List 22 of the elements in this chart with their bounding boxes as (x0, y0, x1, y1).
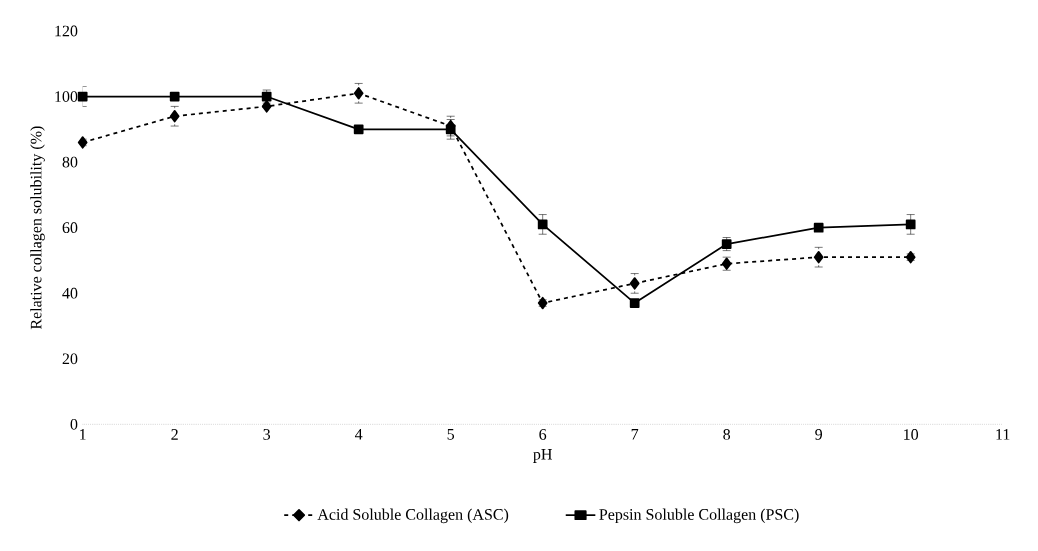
y-tick-label: 20 (62, 353, 78, 365)
legend-label: Pepsin Soluble Collagen (PSC) (599, 508, 799, 524)
x-tick-label: 1 (80, 429, 86, 440)
x-tick-label: 8 (723, 429, 731, 440)
x-tick-label: 3 (263, 429, 271, 440)
x-tick-label: 2 (171, 429, 178, 440)
x-tick-label: 9 (815, 429, 823, 440)
x-tick-label: 7 (631, 429, 639, 440)
x-tick-label: 5 (447, 429, 455, 440)
x-tick-label: 11 (996, 429, 1010, 440)
y-tick-label: 120 (55, 25, 78, 37)
y-tick-label: 100 (55, 91, 78, 102)
x-tick-label: 6 (539, 429, 547, 440)
y-tick-label: 80 (62, 156, 78, 168)
x-tick-label: 4 (354, 429, 363, 440)
y-axis-title: Relative collagen solubility (%) (30, 126, 45, 330)
y-tick-label: 60 (62, 222, 78, 234)
y-tick-label: 40 (62, 287, 78, 299)
y-tick-label: 0 (70, 418, 78, 430)
x-axis-title: pH (533, 449, 552, 463)
x-tick-label: 10 (904, 429, 919, 440)
legend-label: Acid Soluble Collagen (ASC) (317, 508, 509, 524)
